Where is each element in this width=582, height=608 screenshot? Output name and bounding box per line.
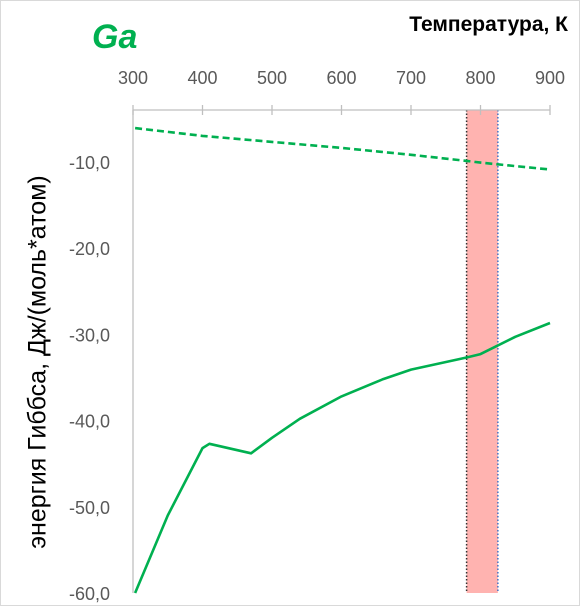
y-tick-label-50: -50,0 xyxy=(69,498,110,518)
y-tick-label-20: -20,0 xyxy=(69,239,110,259)
y-tick-label-40: -40,0 xyxy=(69,412,110,432)
chart-title: Ga xyxy=(92,18,138,56)
y-tick-label-10: -10,0 xyxy=(69,153,110,173)
x-tick-label-500: 500 xyxy=(257,68,287,88)
series-1-dashed-line xyxy=(134,126,551,171)
x-tick-label-600: 600 xyxy=(326,68,356,88)
x-tick-label-700: 700 xyxy=(396,68,426,88)
y-tick-label-30: -30,0 xyxy=(69,325,110,345)
x-tick-label-400: 400 xyxy=(187,68,217,88)
x-axis-label: Температура, К xyxy=(409,13,568,36)
highlight-band xyxy=(466,110,498,593)
x-tick-label-800: 800 xyxy=(465,68,495,88)
series-2-solid-line xyxy=(133,321,551,594)
x-tick-label-900: 900 xyxy=(535,68,565,88)
y-tick-label-60: -60,0 xyxy=(69,584,110,604)
x-tick-label-300: 300 xyxy=(118,68,148,88)
